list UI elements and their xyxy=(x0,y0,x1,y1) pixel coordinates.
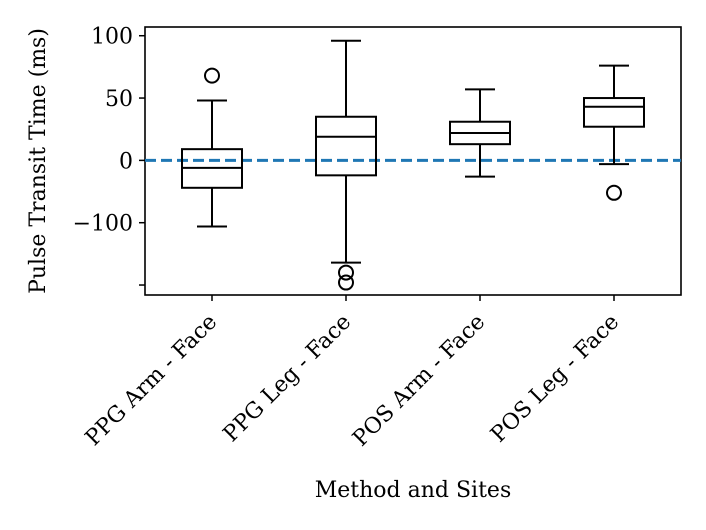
box-group xyxy=(449,88,511,178)
iqr-box xyxy=(583,97,645,128)
box-group xyxy=(315,39,377,291)
outlier-point xyxy=(338,274,354,291)
x-axis-title: Method and Sites xyxy=(315,478,512,503)
outlier-point xyxy=(204,67,220,84)
y-tick-label: −100 xyxy=(73,212,133,237)
x-tick-label: POS Leg - Face xyxy=(486,310,624,448)
x-tick-label: POS Arm - Face xyxy=(348,310,490,452)
box-group xyxy=(583,64,645,201)
y-tick-label: 0 xyxy=(119,149,133,174)
y-tick-label: 100 xyxy=(91,25,133,50)
box-group xyxy=(181,67,243,228)
y-axis-title: Pulse Transit Time (ms) xyxy=(26,28,51,294)
y-tick-label: 50 xyxy=(105,87,133,112)
x-tick-label: PPG Arm - Face xyxy=(81,310,222,451)
iqr-box xyxy=(315,115,377,177)
x-tick-label: PPG Leg - Face xyxy=(219,310,357,448)
outlier-point xyxy=(606,184,622,201)
outlier-point xyxy=(338,264,354,281)
